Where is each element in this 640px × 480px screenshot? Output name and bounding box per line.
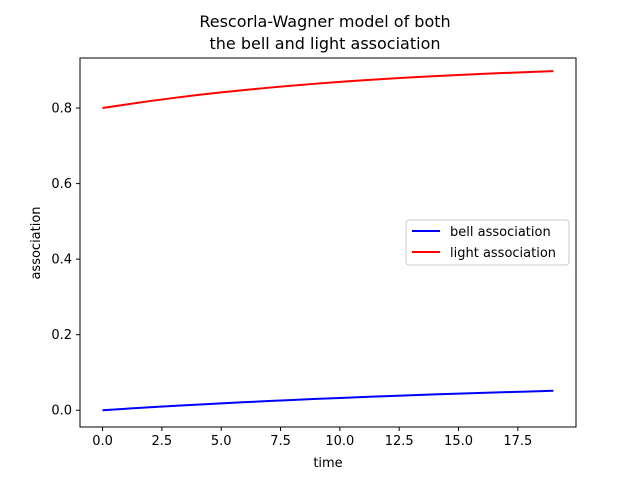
plot-frame <box>79 57 577 428</box>
x-tick-label: 17.5 <box>503 434 532 449</box>
x-tick-label: 7.5 <box>270 434 291 449</box>
y-axis-label: association <box>29 206 44 279</box>
series-line-light <box>102 70 554 110</box>
y-tick-label: 0.4 <box>51 253 72 268</box>
x-axis-label: time <box>313 456 342 471</box>
x-tick-label: 2.5 <box>152 434 173 449</box>
legend-label-bell: bell association <box>450 225 551 240</box>
x-tick-label: 5.0 <box>211 434 232 449</box>
y-tick-label: 0.8 <box>51 102 72 117</box>
legend-label-light: light association <box>450 246 556 261</box>
series-line-bell <box>102 389 554 412</box>
y-axis: 0.0 0.2 0.4 0.6 0.8 <box>51 102 80 419</box>
y-tick-label: 0.0 <box>51 404 72 419</box>
chart-title-line-1: Rescorla-Wagner model of both <box>199 12 450 31</box>
y-tick-label: 0.6 <box>51 177 72 192</box>
plot-area <box>102 70 554 412</box>
x-tick-label: 10.0 <box>325 434 354 449</box>
x-tick-label: 0.0 <box>92 434 113 449</box>
x-tick-label: 15.0 <box>444 434 473 449</box>
x-tick-label: 12.5 <box>385 434 414 449</box>
legend: bell association light association <box>405 219 570 266</box>
chart-title-line-2: the bell and light association <box>209 34 440 53</box>
legend-box <box>405 219 570 266</box>
y-tick-label: 0.2 <box>51 328 72 343</box>
x-axis: 0.0 2.5 5.0 7.5 10.0 12.5 15.0 17.5 <box>92 427 532 449</box>
